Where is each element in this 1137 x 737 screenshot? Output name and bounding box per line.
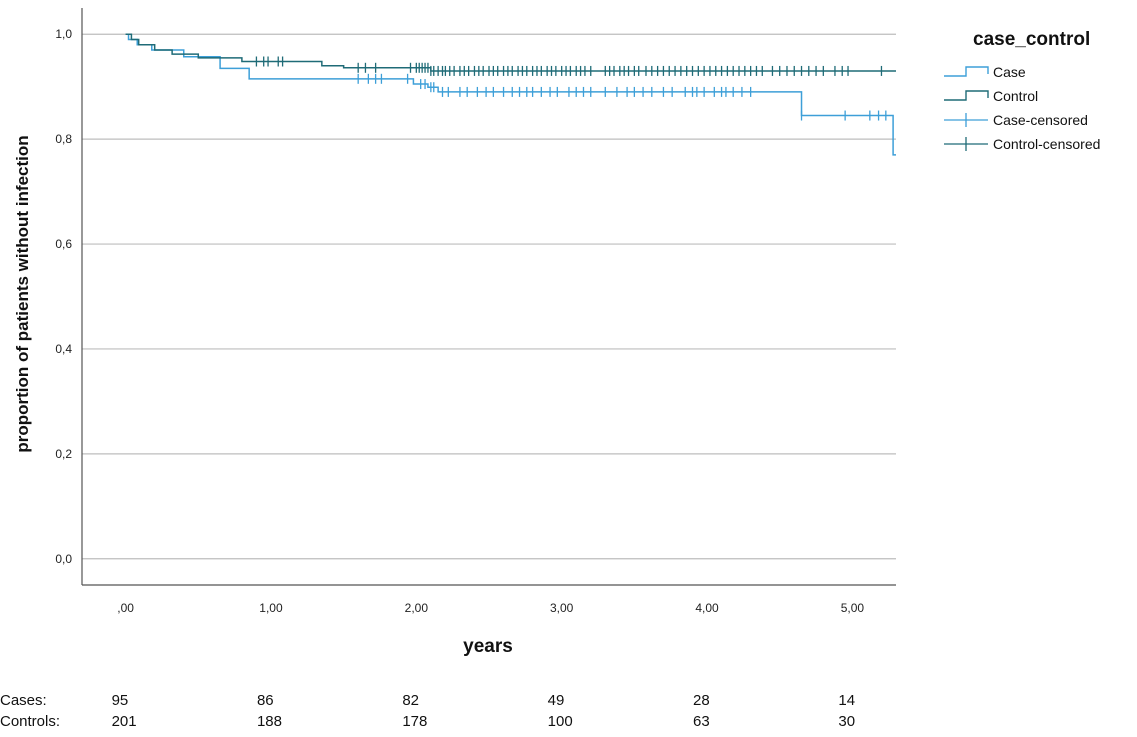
gridlines xyxy=(82,33,896,560)
axes xyxy=(81,8,896,586)
risk-count: 100 xyxy=(547,713,573,730)
risk-count: 49 xyxy=(547,692,565,709)
x-tick-label: 4,00 xyxy=(695,601,719,615)
survival-curves xyxy=(125,33,896,156)
tick-labels: 0,0 0,2 0,4 0,6 0,8 1,0 ,00 1,00 2,00 3,00 4,00 5,0… xyxy=(55,27,864,615)
y-tick-label: 0,8 xyxy=(55,132,72,146)
x-tick-label: 5,00 xyxy=(841,601,865,615)
x-tick-label: 3,00 xyxy=(550,601,574,615)
y-tick-label: 0,4 xyxy=(55,342,72,356)
legend-label: Control-censored xyxy=(993,136,1100,152)
risk-row-label: Cases: xyxy=(0,692,47,709)
x-tick-label: ,00 xyxy=(117,601,134,615)
survival-curve-control xyxy=(125,33,896,72)
legend-swatch-case xyxy=(944,66,989,77)
survival-curve-case xyxy=(125,33,896,156)
risk-count: 30 xyxy=(838,713,856,730)
legend-label: Case-censored xyxy=(993,112,1088,128)
x-tick-label: 1,00 xyxy=(259,601,283,615)
risk-count: 178 xyxy=(402,713,428,730)
risk-count: 82 xyxy=(402,692,419,709)
legend-label: Control xyxy=(993,88,1038,104)
risk-count: 14 xyxy=(838,692,856,709)
risk-count: 86 xyxy=(256,692,274,709)
x-axis-title: years xyxy=(463,636,513,657)
y-tick-label: 0,6 xyxy=(55,237,72,251)
y-axis-title: proportion of patients without infection xyxy=(13,135,32,452)
y-tick-label: 1,0 xyxy=(55,27,72,41)
legend: case_control Case Control Case-censored Con… xyxy=(944,29,1100,152)
risk-count: 95 xyxy=(111,692,129,709)
x-tick-label: 2,00 xyxy=(405,601,429,615)
legend-label: Case xyxy=(993,64,1026,80)
y-tick-label: 0,2 xyxy=(55,447,72,461)
censor-markers xyxy=(255,56,887,121)
legend-title: case_control xyxy=(973,29,1090,50)
risk-count: 28 xyxy=(693,692,710,709)
risk-row-label: Controls: xyxy=(0,713,61,730)
risk-count: 63 xyxy=(693,713,710,730)
legend-swatch-control xyxy=(944,90,989,101)
y-tick-label: 0,0 xyxy=(55,552,72,566)
risk-count: 188 xyxy=(256,713,282,730)
risk-count: 201 xyxy=(111,713,137,730)
